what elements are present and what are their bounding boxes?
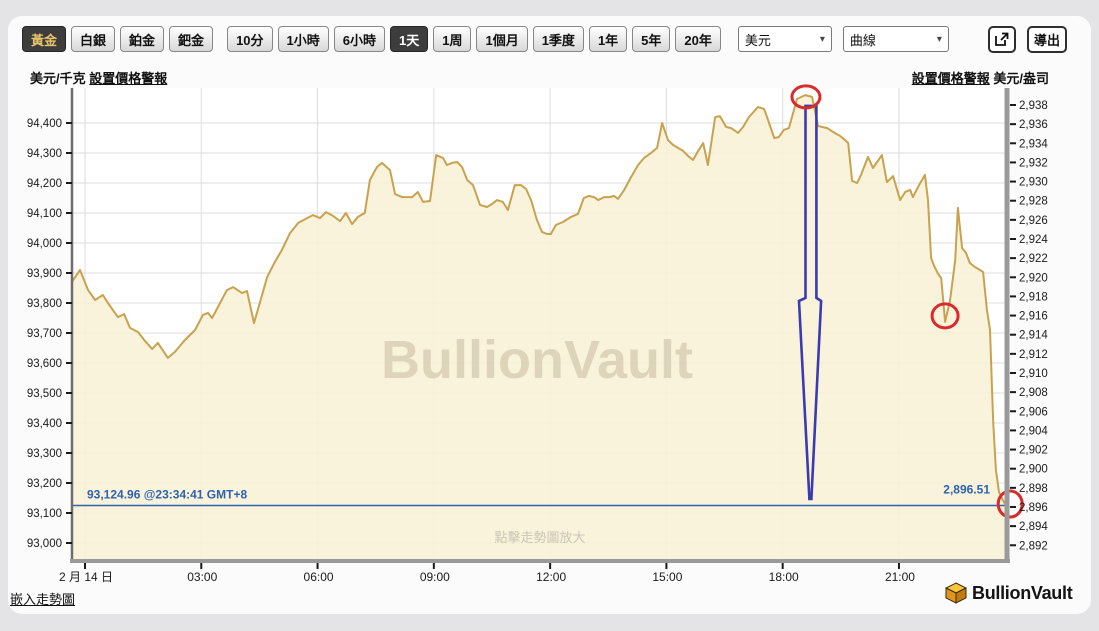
metal-button-group: 黃金 白銀 鉑金 鈀金 [22,26,214,52]
highlight-circle [930,302,960,330]
y-right-tick-label: 2,896 [1019,502,1048,514]
price-line-series [70,94,1007,506]
button-silver[interactable]: 白銀 [71,26,116,52]
currency-select-value: 美元 [744,32,771,48]
toolbar: 黃金 白銀 鉑金 鈀金 10分 1小時 6小時 1天 1周 1個月 1季度 1年 5年 20年 美元 ▾… [22,25,1067,53]
highlight-circle [790,84,822,110]
y-right-tick-label: 2,924 [1019,234,1048,246]
y-left-tick-label: 94,200 [27,178,62,190]
y-left-tick-label: 93,100 [27,508,62,520]
x-tick-label: 12:00 [536,570,566,584]
y-right-tick-label: 2,938 [1019,100,1048,112]
left-axis-title: 美元/千克 設置價格警報 [30,68,167,87]
y-right-tick-label: 2,934 [1019,138,1048,150]
left-unit-label: 美元/千克 [30,71,86,86]
y-right-tick-label: 2,900 [1019,464,1048,476]
y-right-tick-label: 2,902 [1019,445,1048,457]
y-right-tick-label: 2,894 [1019,521,1048,533]
external-link-icon [995,32,1009,46]
period-button-group: 10分 1小時 6小時 1天 1周 1個月 1季度 1年 5年 20年 [227,26,721,52]
y-right-tick-label: 2,906 [1019,406,1048,418]
button-1q[interactable]: 1季度 [532,26,584,52]
y-left-tick-label: 93,400 [27,418,62,430]
right-unit-label: 美元/盎司 [993,71,1049,86]
y-right-tick-label: 2,920 [1019,272,1048,284]
x-tick-label: 15:00 [652,570,682,584]
x-tick-label: 2 月 14 日 [59,570,113,584]
bullionvault-logo[interactable]: BullionVault [945,582,1073,604]
y-left-tick-label: 94,100 [27,208,62,220]
y-right-tick-label: 2,918 [1019,291,1048,303]
price-area-fill [71,95,1006,560]
chart-header: 美元/千克 設置價格警報 設置價格警報 美元/盎司 [30,68,1049,87]
y-left-tick-label: 93,700 [27,328,62,340]
current-price-label-left: 93,124.96 @23:34:41 GMT+8 [87,488,247,502]
export-button[interactable]: 導出 [1026,25,1067,53]
chevron-down-icon: ▾ [936,33,942,45]
button-6h[interactable]: 6小時 [333,26,385,52]
y-right-tick-label: 2,930 [1019,177,1048,189]
y-right-tick-label: 2,932 [1019,157,1048,169]
currency-select[interactable]: 美元 ▾ [737,26,832,52]
button-20y[interactable]: 20年 [675,26,721,52]
y-left-tick-label: 93,500 [27,388,62,400]
brand-text: BullionVault [972,582,1073,603]
y-right-tick-label: 2,910 [1019,368,1048,380]
y-left-tick-label: 93,200 [27,478,62,490]
y-right-tick-label: 2,926 [1019,215,1048,227]
button-1h[interactable]: 1小時 [277,26,329,52]
x-tick-label: 09:00 [420,570,450,584]
x-tick-label: 21:00 [885,570,915,584]
flash-spike-annotation [797,104,823,501]
chevron-down-icon: ▾ [819,33,825,45]
gold-cube-icon [945,582,967,604]
y-left-tick-label: 93,600 [27,358,62,370]
chart-type-select[interactable]: 曲線 ▾ [842,26,949,52]
button-1d[interactable]: 1天 [390,26,429,52]
zoom-hint-text: 點擊走勢圖放大 [494,530,585,545]
button-gold[interactable]: 黃金 [22,26,67,52]
watermark: BullionVault [381,330,693,390]
y-left-tick-label: 94,400 [27,118,62,130]
button-10m[interactable]: 10分 [227,26,273,52]
y-left-tick-label: 94,300 [27,148,62,160]
button-palladium[interactable]: 鈀金 [169,26,214,52]
y-right-tick-label: 2,922 [1019,253,1048,265]
y-left-tick-label: 93,000 [27,538,62,550]
button-platinum[interactable]: 鉑金 [120,26,165,52]
y-right-tick-label: 2,912 [1019,349,1048,361]
embed-chart-link[interactable]: 嵌入走勢圖 [10,592,76,607]
y-right-tick-label: 2,936 [1019,119,1048,131]
y-left-tick-label: 94,000 [27,238,62,250]
button-1mo[interactable]: 1個月 [476,26,528,52]
chart-type-select-value: 曲線 [849,32,876,48]
price-alert-link-right[interactable]: 設置價格警報 [911,71,990,86]
y-left-tick-label: 93,300 [27,448,62,460]
x-tick-label: 06:00 [304,570,334,584]
highlight-circle [996,489,1024,519]
y-left-tick-label: 93,900 [27,268,62,280]
y-right-tick-label: 2,928 [1019,196,1048,208]
y-right-tick-label: 2,916 [1019,311,1048,323]
x-tick-label: 03:00 [187,570,217,584]
price-alert-link-left[interactable]: 設置價格警報 [89,71,168,86]
button-1y[interactable]: 1年 [588,26,628,52]
button-5y[interactable]: 5年 [632,26,671,52]
right-axis-title: 設置價格警報 美元/盎司 [912,68,1049,87]
y-right-tick-label: 2,898 [1019,483,1048,495]
button-1w[interactable]: 1周 [433,26,472,52]
x-tick-label: 18:00 [769,570,799,584]
current-price-label-right: 2,896.51 [943,483,990,497]
y-right-tick-label: 2,914 [1019,330,1048,342]
y-right-tick-label: 2,904 [1019,425,1048,437]
y-right-tick-label: 2,892 [1019,540,1048,552]
y-right-tick-label: 2,908 [1019,387,1048,399]
open-fullscreen-button[interactable] [987,25,1016,53]
y-left-tick-label: 93,800 [27,298,62,310]
